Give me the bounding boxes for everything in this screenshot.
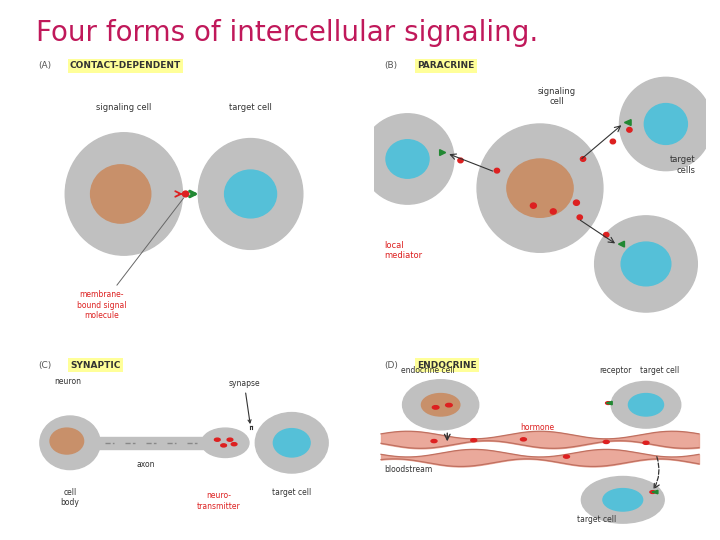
Circle shape xyxy=(564,455,570,458)
Text: CONTACT-DEPENDENT: CONTACT-DEPENDENT xyxy=(70,61,181,70)
Ellipse shape xyxy=(611,381,680,428)
Circle shape xyxy=(227,438,233,441)
Circle shape xyxy=(606,402,611,404)
Ellipse shape xyxy=(402,380,479,430)
Text: receptor: receptor xyxy=(600,366,632,375)
Text: PARACRINE: PARACRINE xyxy=(418,61,474,70)
Polygon shape xyxy=(92,437,203,449)
Text: Four forms of intercellular signaling.: Four forms of intercellular signaling. xyxy=(36,19,539,47)
Circle shape xyxy=(627,127,632,132)
Circle shape xyxy=(650,491,655,494)
Text: (B): (B) xyxy=(384,61,397,70)
Circle shape xyxy=(215,438,220,441)
Ellipse shape xyxy=(621,242,671,286)
Text: signaling cell: signaling cell xyxy=(96,103,151,112)
Polygon shape xyxy=(440,150,446,156)
Circle shape xyxy=(531,203,536,208)
Ellipse shape xyxy=(198,139,303,249)
Text: (A): (A) xyxy=(38,61,51,70)
Text: target cell: target cell xyxy=(272,488,311,497)
Ellipse shape xyxy=(361,114,454,204)
Circle shape xyxy=(603,441,609,443)
Text: target cell: target cell xyxy=(640,366,679,375)
Circle shape xyxy=(221,444,227,447)
Circle shape xyxy=(495,168,500,173)
Circle shape xyxy=(577,215,582,220)
Text: target
cells: target cells xyxy=(670,155,696,174)
Text: neuron: neuron xyxy=(54,377,81,386)
Ellipse shape xyxy=(619,77,712,171)
Circle shape xyxy=(446,403,452,407)
Polygon shape xyxy=(606,401,612,405)
Ellipse shape xyxy=(66,133,182,255)
Ellipse shape xyxy=(629,394,664,416)
Ellipse shape xyxy=(507,159,573,217)
Text: SYNAPTIC: SYNAPTIC xyxy=(70,361,120,370)
Text: (C): (C) xyxy=(38,361,52,370)
Polygon shape xyxy=(618,241,624,247)
Text: hormone: hormone xyxy=(520,423,554,431)
Ellipse shape xyxy=(256,413,328,473)
Text: axon: axon xyxy=(137,460,156,469)
Polygon shape xyxy=(624,119,631,125)
Text: bloodstream: bloodstream xyxy=(384,465,433,474)
Ellipse shape xyxy=(477,124,603,252)
Text: signaling
cell: signaling cell xyxy=(538,87,575,106)
Text: endocrine cell: endocrine cell xyxy=(401,366,454,375)
Text: synapse: synapse xyxy=(228,379,260,423)
Ellipse shape xyxy=(386,140,429,178)
Ellipse shape xyxy=(40,416,100,470)
Circle shape xyxy=(471,438,477,442)
Polygon shape xyxy=(652,490,658,494)
Ellipse shape xyxy=(582,476,664,523)
Circle shape xyxy=(521,438,526,441)
Ellipse shape xyxy=(644,104,688,144)
Circle shape xyxy=(603,232,609,237)
Circle shape xyxy=(432,406,439,409)
Ellipse shape xyxy=(421,394,460,416)
Text: local
mediator: local mediator xyxy=(384,241,423,260)
Circle shape xyxy=(643,441,649,444)
Ellipse shape xyxy=(50,428,84,454)
Ellipse shape xyxy=(603,489,643,511)
Text: membrane-
bound signal
molecule: membrane- bound signal molecule xyxy=(77,198,184,320)
Text: ENDOCRINE: ENDOCRINE xyxy=(418,361,477,370)
Circle shape xyxy=(611,139,616,144)
Text: neuro-
transmitter: neuro- transmitter xyxy=(197,491,240,511)
Text: (D): (D) xyxy=(384,361,398,370)
Ellipse shape xyxy=(225,170,276,218)
Circle shape xyxy=(458,158,463,163)
Text: target cell: target cell xyxy=(229,103,272,112)
Circle shape xyxy=(580,157,585,161)
Ellipse shape xyxy=(202,428,249,457)
Circle shape xyxy=(431,440,437,443)
Circle shape xyxy=(573,200,580,205)
Ellipse shape xyxy=(595,216,697,312)
Text: cell
body: cell body xyxy=(60,488,79,507)
Ellipse shape xyxy=(91,165,150,223)
Circle shape xyxy=(231,443,237,445)
Circle shape xyxy=(182,191,189,197)
Text: target cell: target cell xyxy=(577,515,616,524)
Ellipse shape xyxy=(274,429,310,457)
Circle shape xyxy=(550,209,557,214)
